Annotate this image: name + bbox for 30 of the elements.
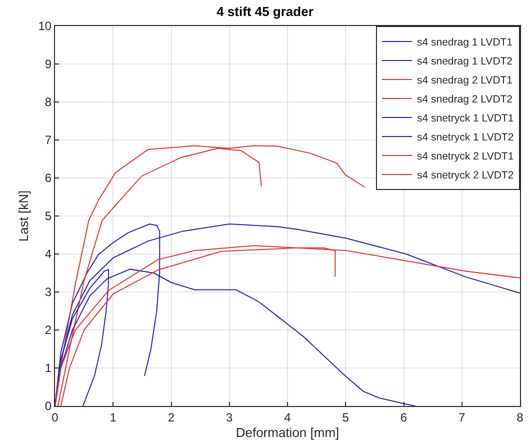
y-tick-label: 9 [44,57,52,72]
x-tick-label: 2 [168,410,175,424]
y-tick-label: 10 [38,19,52,34]
y-tick-label: 4 [44,247,52,262]
y-tick-label: 3 [44,285,52,300]
y-tick-label: 0 [44,399,52,414]
legend-label: s4 snetryck 2 LVDT2 [417,170,514,182]
y-tick-label: 2 [44,323,52,338]
x-tick-label: 1 [110,410,117,424]
x-tick-label: 7 [458,410,466,424]
y-tick-label: 7 [44,133,52,148]
x-tick-label: 8 [516,410,524,424]
legend-label: s4 snedrag 1 LVDT1 [417,36,513,49]
y-tick-label: 8 [44,95,52,110]
x-axis-title: Deformation [mm] [236,425,340,440]
legend-label: s4 snedrag 2 LVDT2 [417,94,513,106]
chart-title: 4 stift 45 grader [216,4,314,19]
y-axis-title: Last [kN] [16,190,32,242]
x-tick-label: 4 [284,410,292,424]
x-tick-label: 5 [342,410,350,424]
legend-label: s4 snetryck 1 LVDT2 [417,132,514,144]
x-tick-label: 6 [400,410,408,424]
y-tick-label: 1 [44,361,52,376]
legend-label: s4 snetryck 1 LVDT1 [417,112,514,125]
y-tick-label: 5 [44,209,52,224]
legend-label: s4 snetryck 2 LVDT1 [417,150,514,163]
legend-label: s4 snedrag 1 LVDT2 [417,56,513,68]
legend-label: s4 snedrag 2 LVDT1 [417,74,513,87]
x-tick-label: 3 [226,410,234,424]
y-tick-label: 6 [44,171,52,186]
